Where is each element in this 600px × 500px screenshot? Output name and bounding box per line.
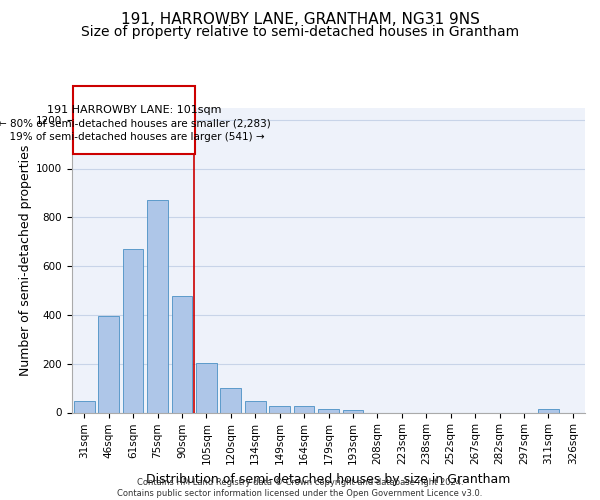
Text: ← 80% of semi-detached houses are smaller (2,283): ← 80% of semi-detached houses are smalle…: [0, 118, 271, 128]
Bar: [74, 401, 95, 412]
Text: 191, HARROWBY LANE, GRANTHAM, NG31 9NS: 191, HARROWBY LANE, GRANTHAM, NG31 9NS: [121, 12, 479, 28]
Bar: [318, 410, 339, 412]
Bar: [172, 296, 193, 412]
Bar: [538, 410, 559, 412]
Bar: [269, 406, 290, 412]
Text: Contains HM Land Registry data © Crown copyright and database right 2024.
Contai: Contains HM Land Registry data © Crown c…: [118, 478, 482, 498]
Bar: [147, 200, 168, 412]
Bar: [245, 401, 266, 412]
Bar: [122, 249, 143, 412]
FancyBboxPatch shape: [73, 86, 196, 154]
Bar: [220, 388, 241, 412]
Bar: [343, 410, 364, 412]
Text: Size of property relative to semi-detached houses in Grantham: Size of property relative to semi-detach…: [81, 25, 519, 39]
X-axis label: Distribution of semi-detached houses by size in Grantham: Distribution of semi-detached houses by …: [146, 472, 511, 486]
Bar: [293, 406, 314, 412]
Text: 19% of semi-detached houses are larger (541) →: 19% of semi-detached houses are larger (…: [4, 132, 265, 142]
Bar: [196, 364, 217, 412]
Bar: [98, 316, 119, 412]
Text: 191 HARROWBY LANE: 101sqm: 191 HARROWBY LANE: 101sqm: [47, 105, 221, 115]
Y-axis label: Number of semi-detached properties: Number of semi-detached properties: [19, 144, 32, 376]
